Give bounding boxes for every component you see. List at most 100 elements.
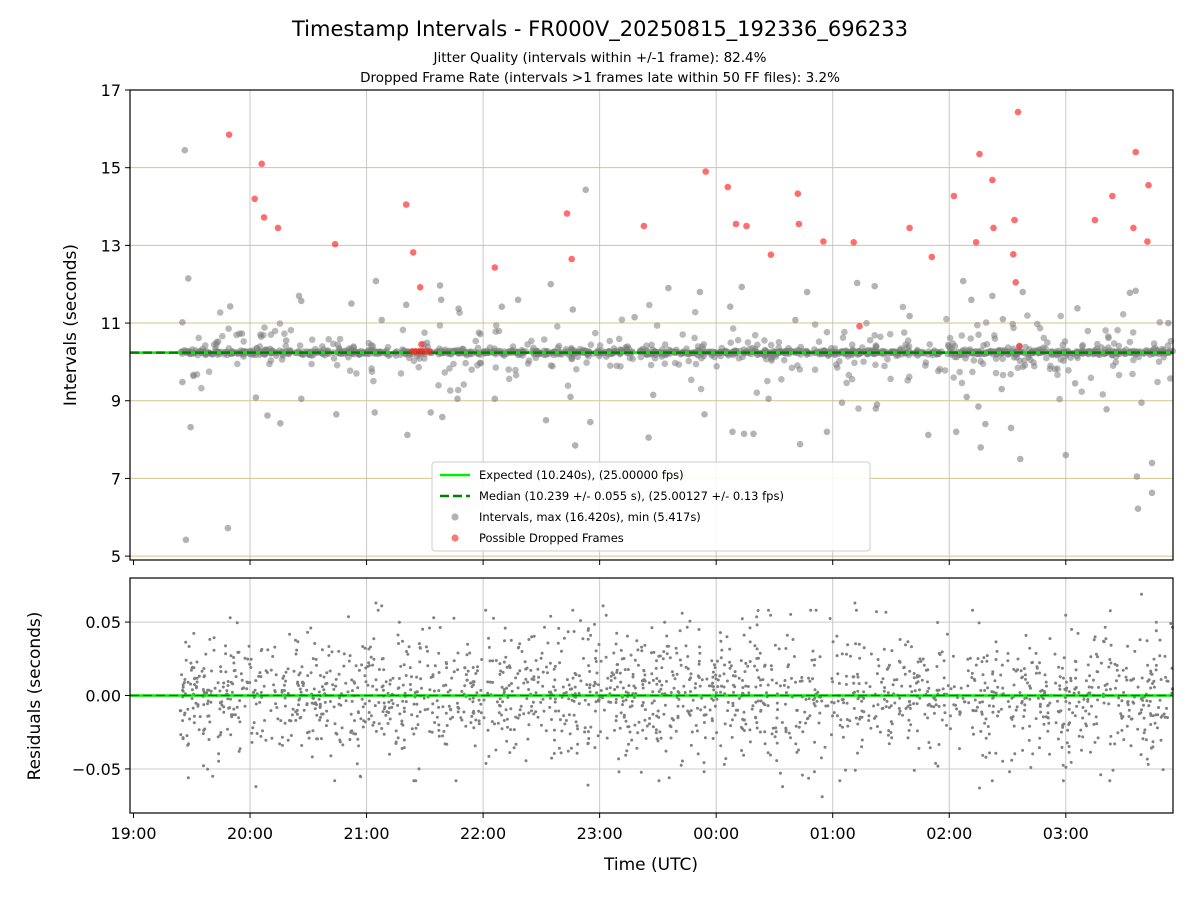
y-tick-label: 5 — [111, 547, 121, 566]
residual-point — [810, 658, 814, 662]
residual-point — [1067, 745, 1071, 748]
residual-point — [431, 702, 435, 706]
residual-point — [484, 608, 488, 612]
interval-point — [446, 365, 453, 372]
residual-point — [587, 664, 591, 668]
residual-point — [387, 711, 391, 714]
interval-point — [225, 325, 232, 333]
residual-point — [186, 743, 190, 747]
residual-point — [221, 685, 225, 689]
residual-point — [470, 714, 474, 718]
residual-point — [573, 671, 577, 675]
residual-point — [887, 706, 891, 709]
interval-point — [877, 333, 884, 341]
residual-point — [926, 716, 930, 720]
residual-point — [614, 719, 618, 723]
residual-point — [319, 715, 322, 719]
residual-point — [565, 678, 569, 682]
residual-point — [711, 685, 715, 689]
residual-point — [719, 690, 722, 694]
residual-point — [932, 711, 936, 715]
residual-point — [898, 696, 902, 700]
residual-point — [524, 759, 528, 763]
residual-point — [310, 701, 314, 705]
residual-point — [705, 677, 709, 681]
residual-point — [1062, 656, 1066, 660]
interval-point — [256, 343, 264, 350]
residual-point — [413, 691, 417, 695]
residual-point — [756, 609, 760, 612]
residual-point — [1160, 714, 1164, 718]
residual-point — [357, 711, 360, 715]
dropped-frame-point — [274, 224, 282, 232]
residual-point — [455, 701, 459, 705]
residual-point — [531, 700, 535, 704]
residual-point — [1114, 686, 1117, 690]
residual-point — [1057, 710, 1061, 714]
interval-point — [905, 343, 913, 350]
residual-point — [856, 722, 860, 726]
interval-outlier — [427, 409, 435, 416]
residual-point — [352, 732, 356, 736]
residual-point — [669, 691, 673, 694]
residual-point — [695, 729, 699, 733]
interval-point — [308, 336, 316, 344]
residual-point — [755, 647, 759, 651]
residual-point — [702, 770, 706, 774]
residual-point — [275, 706, 279, 709]
residual-point — [1054, 681, 1058, 685]
interval-point — [906, 373, 913, 381]
residual-point — [493, 722, 496, 726]
interval-point — [950, 374, 957, 381]
residual-point — [387, 700, 391, 704]
residual-point — [656, 739, 660, 743]
residual-point — [557, 709, 561, 713]
residual-point — [581, 637, 585, 641]
interval-point — [811, 321, 819, 328]
residual-point — [349, 712, 353, 716]
residual-point — [688, 678, 691, 682]
residual-point — [999, 707, 1003, 711]
residual-point — [725, 679, 729, 683]
residual-point — [966, 657, 970, 661]
interval-point — [415, 363, 423, 371]
dropped-frame-point — [906, 224, 913, 232]
residual-point — [292, 669, 296, 673]
residual-point — [569, 746, 573, 750]
residual-point — [751, 704, 755, 708]
residual-point — [906, 705, 910, 708]
residual-point — [394, 742, 398, 745]
residual-point — [614, 701, 618, 704]
residual-point — [186, 776, 190, 780]
residual-point — [1093, 635, 1097, 639]
interval-outlier — [823, 428, 831, 436]
residual-point — [225, 689, 229, 693]
residual-point — [232, 661, 236, 665]
residual-point — [872, 704, 876, 708]
dropped-frame-points — [225, 108, 1152, 355]
interval-outlier — [1103, 406, 1110, 413]
residual-point — [1154, 620, 1158, 624]
residual-point — [189, 682, 193, 686]
residual-point — [1080, 748, 1083, 752]
residual-point — [689, 709, 693, 713]
residual-point — [412, 779, 416, 783]
residual-point — [1077, 691, 1081, 695]
residual-point — [539, 700, 543, 704]
residual-point — [239, 672, 243, 676]
interval-outlier — [631, 313, 638, 321]
interval-point — [685, 357, 692, 365]
interval-point — [713, 363, 720, 370]
residual-point — [329, 754, 333, 758]
residual-point — [1131, 700, 1135, 704]
residual-point — [371, 723, 375, 727]
residual-point — [1151, 682, 1154, 685]
residual-point — [1028, 684, 1032, 688]
residual-point — [624, 753, 628, 757]
interval-point — [691, 308, 699, 316]
residual-point — [885, 667, 889, 671]
interval-point — [555, 342, 563, 350]
interval-outlier — [977, 444, 984, 451]
residual-point — [546, 671, 549, 675]
residual-point — [505, 665, 509, 669]
